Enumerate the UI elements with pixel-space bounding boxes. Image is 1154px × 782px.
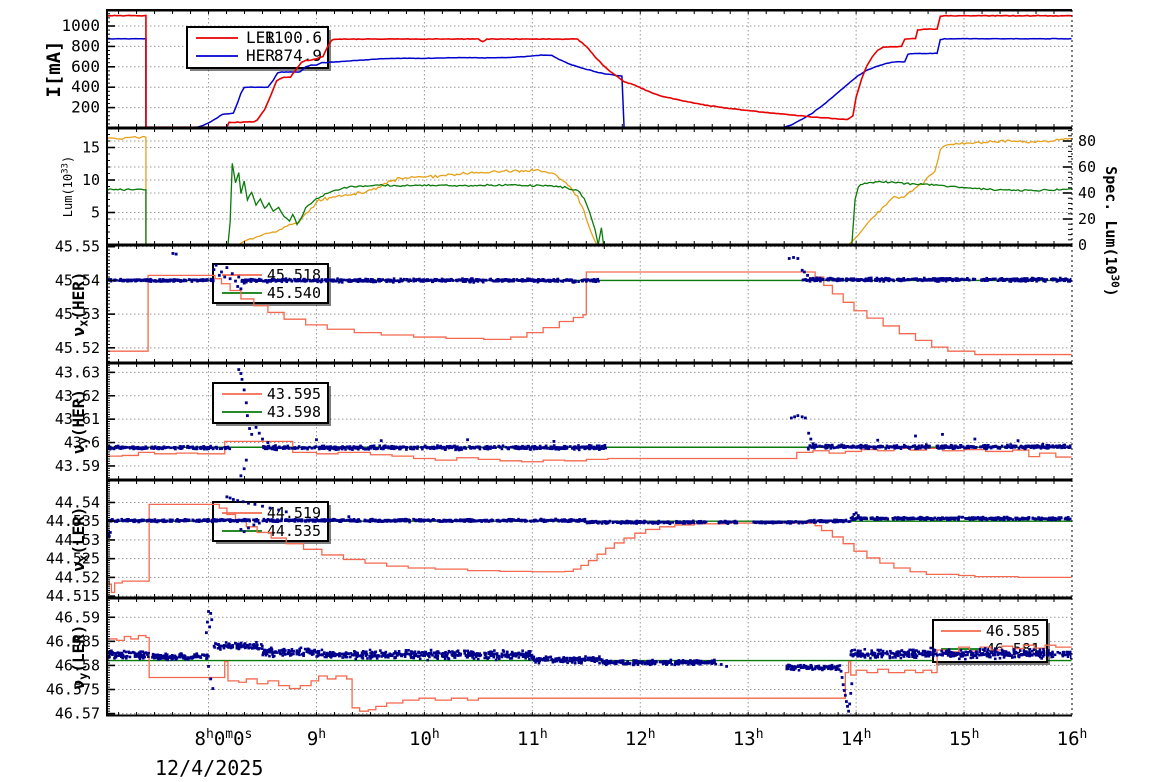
axis-title-nu-y-her: νy(HER) — [69, 389, 91, 454]
y-tick-label: 43.63 — [55, 363, 100, 381]
axis-title-nu-x-her: νx(HER) — [69, 271, 91, 336]
data-layer — [106, 368, 1072, 478]
x-tick-label: 8h​0m​0s​ — [195, 727, 253, 750]
legend-value: 44.519 — [267, 504, 321, 522]
series-tune-setpoint — [106, 271, 1072, 356]
data-layer — [106, 135, 1072, 245]
axis-title-beam-current: I[mA] — [43, 40, 65, 97]
y-tick-label: 44.53 — [55, 531, 100, 549]
y-tick-label: 46.585 — [46, 632, 100, 650]
data-layer — [106, 14, 1072, 128]
legend-value: 45.540 — [267, 284, 321, 302]
series-tune-setpoint — [106, 440, 1072, 463]
y-tick-label: 43.61 — [55, 410, 100, 428]
y-tick-label: 44.52 — [55, 568, 100, 586]
y-tick-label: 400 — [71, 77, 100, 96]
legend-value: 44.535 — [267, 522, 321, 540]
legend-value: 43.595 — [267, 385, 321, 403]
y-tick-label: 46.59 — [55, 608, 100, 626]
series-tune-measured-outliers — [204, 610, 854, 713]
axis-title-nu-y-ler: νy(LER) — [69, 624, 91, 689]
panel-frame — [106, 597, 1073, 717]
series-tune-setpoint — [106, 634, 1072, 712]
y-tick-label: 10 — [82, 171, 100, 189]
y-tick-label: 46.57 — [55, 705, 100, 723]
y-tick-label: 45.55 — [55, 238, 100, 256]
x-tick-label: 12h​ — [625, 727, 656, 750]
series-tune-measured-band — [107, 515, 1072, 526]
y-tick-label: 15 — [82, 139, 100, 157]
legend-label: LER — [246, 28, 275, 47]
series-tune-measured-band — [106, 442, 1072, 452]
x-tick-label: 16h​ — [1057, 727, 1088, 750]
y-tick-label: 44.535 — [46, 512, 100, 530]
legend-value: 46.585 — [986, 622, 1040, 640]
y-tick-label: 800 — [71, 36, 100, 55]
y-tick-label: 43.62 — [55, 387, 100, 405]
x-tick-label: 10h​ — [409, 727, 440, 750]
right-axis-tick-label: 80 — [1078, 132, 1096, 150]
series-HER-current — [106, 37, 1072, 128]
y-tick-label: 1000 — [61, 16, 100, 35]
axis-title-luminosity: Lum(1033) — [60, 156, 75, 217]
series-specific-luminosity — [106, 135, 1072, 245]
data-layer — [106, 252, 1072, 356]
series-tune-measured-outliers — [171, 252, 809, 291]
right-axis-title: Spec. Lum(1030) — [1102, 166, 1122, 297]
gridlines — [106, 598, 1072, 716]
x-tick-label: 9h​ — [307, 727, 326, 750]
x-tick-label: 11h​ — [517, 727, 548, 750]
series-LER-current — [106, 14, 1072, 128]
y-tick-label: 46.58 — [55, 656, 100, 674]
y-tick-label: 46.575 — [46, 681, 100, 699]
right-axis-tick-label: 0 — [1078, 236, 1087, 254]
legend-value: 1100.6 — [264, 28, 322, 47]
y-tick-label: 44.54 — [55, 493, 100, 511]
y-tick-label: 5 — [91, 204, 100, 222]
panel-frame: 0 20 40 60 80 — [106, 127, 1096, 254]
y-tick-label: 200 — [71, 98, 100, 117]
y-tick-label: 600 — [71, 57, 100, 76]
series-tune-measured-band — [106, 276, 1072, 284]
y-tick-label: 44.525 — [46, 550, 100, 568]
right-axis-tick-label: 60 — [1078, 158, 1096, 176]
data-layer — [106, 610, 1072, 713]
y-tick-label: 45.53 — [55, 305, 100, 323]
legend-value: 43.598 — [267, 403, 321, 421]
y-tick-label: 43.59 — [55, 457, 100, 475]
y-tick-label: 44.515 — [46, 587, 100, 605]
series-tune-measured-band — [106, 640, 1072, 672]
panel-luminosity — [106, 128, 1072, 245]
data-layer — [106, 495, 1072, 594]
series-tune-measured-outliers — [237, 368, 1020, 478]
x-tick-label: 13h​ — [733, 727, 764, 750]
x-tick-label: 15h​ — [949, 727, 980, 750]
right-axis-tick-label: 20 — [1078, 210, 1096, 228]
y-tick-label: 45.54 — [55, 271, 100, 289]
right-axis-tick-label: 40 — [1078, 184, 1096, 202]
gridlines — [106, 128, 1072, 245]
series-luminosity — [106, 163, 1072, 245]
y-tick-label: 45.52 — [55, 339, 100, 357]
date-label: 12/4/2025 — [155, 756, 263, 780]
x-tick-label: 14h​ — [841, 727, 872, 750]
legend-label: HER — [246, 46, 275, 65]
axis-title-nu-x-ler: νx(LER) — [69, 506, 91, 571]
y-tick-label: 43.6 — [64, 434, 100, 452]
legend-value: 874.9 — [274, 46, 322, 65]
